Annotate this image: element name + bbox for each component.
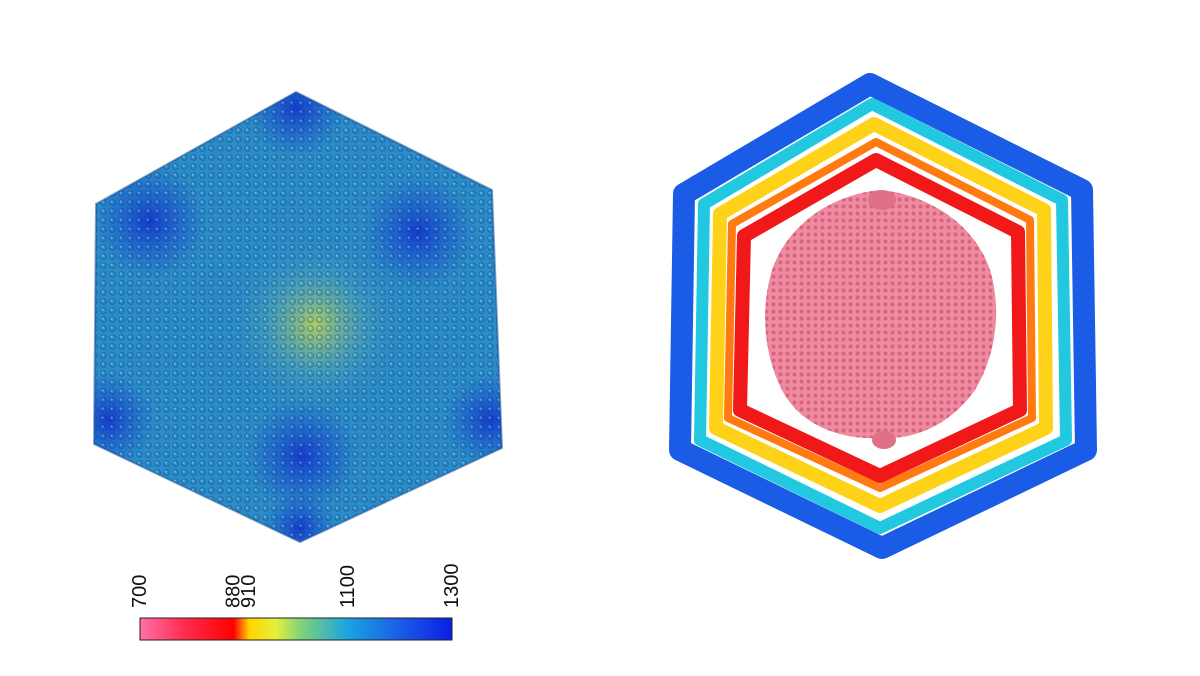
colorbar-tick-880: 880 — [223, 575, 245, 608]
colorbar-tick-700: 700 — [129, 575, 151, 608]
colorbar-tick-1300: 1300 — [441, 564, 463, 609]
middle-shell-ring — [694, 98, 1072, 534]
capsid-surface-rendering — [92, 90, 504, 544]
yellow-layer-ring — [709, 117, 1053, 513]
capsid-cross-section — [669, 73, 1097, 559]
red-inner-ring — [733, 153, 1027, 483]
colorbar-legend: 700 880 910 1100 1300 — [129, 564, 463, 641]
colorbar-gradient — [139, 617, 453, 641]
orange-layer-ring — [724, 138, 1036, 492]
genome-core — [765, 190, 997, 449]
colorbar-tick-1100: 1100 — [337, 565, 359, 608]
outer-shell-ring — [669, 73, 1097, 559]
colorbar-tick-910: 910 — [238, 575, 260, 608]
